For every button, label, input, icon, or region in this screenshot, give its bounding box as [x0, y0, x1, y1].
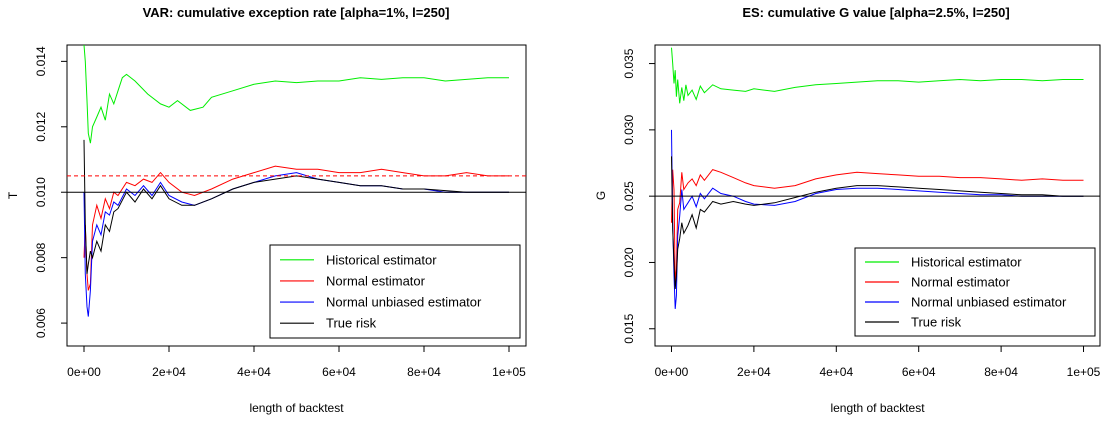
- x-tick-label: 8e+04: [984, 365, 1018, 379]
- y-tick-label: 0.014: [34, 46, 48, 76]
- y-tick-label: 0.030: [622, 115, 636, 145]
- y-tick-label: 0.015: [622, 313, 636, 343]
- y-tick-label: 0.006: [34, 308, 48, 338]
- legend-label: True risk: [911, 315, 962, 330]
- x-tick-label: 0e+00: [655, 365, 689, 379]
- chart-title: ES: cumulative G value [alpha=2.5%, l=25…: [742, 5, 1009, 20]
- plot-frame: [654, 44, 1101, 347]
- x-tick-label: 1e+05: [492, 365, 526, 379]
- series-line-normal-estimator: [671, 169, 1084, 283]
- y-tick-label: 0.020: [622, 247, 636, 277]
- legend-label: True risk: [326, 316, 377, 331]
- legend: Historical estimator Normal estimator Norm…: [269, 244, 521, 339]
- plot-frame: [66, 44, 527, 347]
- legend-label: Historical estimator: [911, 255, 1022, 270]
- legend-label: Normal unbiased estimator: [326, 295, 482, 310]
- series-line-normal-estimator: [83, 165, 509, 291]
- series-line-true-risk: [671, 156, 1084, 290]
- x-tick-label: 6e+04: [322, 365, 356, 379]
- right-chart-es-g-value: ES: cumulative G value [alpha=2.5%, l=25…: [594, 5, 1101, 415]
- legend-box: [269, 244, 521, 339]
- y-tick-label: 0.010: [34, 177, 48, 207]
- y-tick-label: 0.035: [622, 48, 636, 78]
- chart-title: VAR: cumulative exception rate [alpha=1%…: [143, 5, 450, 20]
- legend-label: Normal estimator: [911, 275, 1011, 290]
- series-line-historical-estimator: [83, 45, 509, 144]
- x-axis-label: length of backtest: [830, 401, 925, 415]
- series-line-normal-unbiased-estimator: [671, 129, 1084, 309]
- x-tick-label: 1e+05: [1067, 365, 1101, 379]
- x-tick-label: 4e+04: [237, 365, 271, 379]
- legend-label: Normal estimator: [326, 273, 426, 288]
- x-tick-label: 0e+00: [67, 365, 101, 379]
- y-tick-label: 0.008: [34, 242, 48, 272]
- series-group: [83, 45, 509, 317]
- y-tick-label: 0.025: [622, 181, 636, 211]
- legend: Historical estimator Normal estimator Norm…: [854, 247, 1096, 337]
- series-line-true-risk: [83, 139, 509, 275]
- x-tick-label: 6e+04: [902, 365, 936, 379]
- y-axis-label: G: [594, 191, 608, 200]
- legend-box: [854, 247, 1096, 337]
- x-tick-label: 8e+04: [407, 365, 441, 379]
- x-tick-label: 2e+04: [152, 365, 186, 379]
- y-axis-label: T: [6, 191, 20, 199]
- y-tick-label: 0.012: [34, 111, 48, 141]
- series-group: [671, 47, 1084, 309]
- legend-label: Historical estimator: [326, 252, 437, 267]
- x-tick-label: 4e+04: [819, 365, 853, 379]
- legend-label: Normal unbiased estimator: [911, 295, 1067, 310]
- x-tick-label: 2e+04: [737, 365, 771, 379]
- series-line-historical-estimator: [671, 47, 1084, 104]
- x-axis-label: length of backtest: [249, 401, 344, 415]
- left-chart-var-exception-rate: VAR: cumulative exception rate [alpha=1%…: [6, 5, 527, 415]
